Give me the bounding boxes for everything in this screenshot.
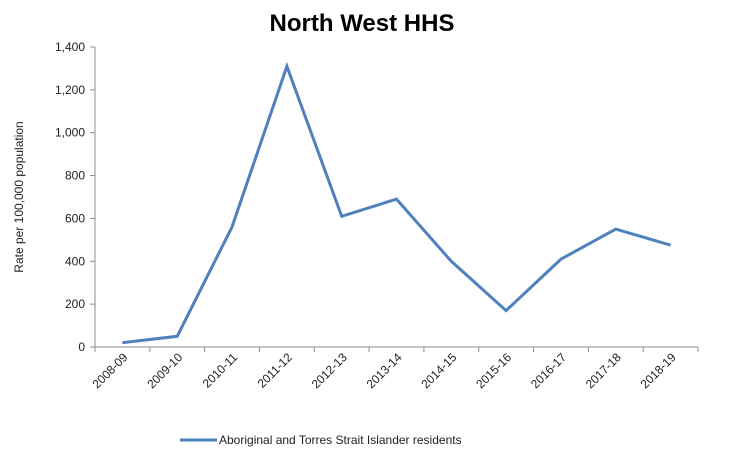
y-tick-label: 1,400 [55, 40, 85, 54]
legend: Aboriginal and Torres Strait Islander re… [180, 433, 462, 447]
y-tick-label: 200 [65, 297, 85, 311]
x-tick-label: 2014-15 [418, 350, 459, 391]
y-tick-label: 600 [65, 211, 85, 225]
x-tick-label: 2009-10 [144, 350, 185, 391]
y-tick-label: 800 [65, 169, 85, 183]
x-tick-label: 2017-18 [583, 350, 624, 391]
x-tick-label: 2011-12 [255, 350, 296, 391]
x-tick-label: 2018-19 [638, 350, 679, 391]
chart-title: North West HHS [270, 10, 455, 37]
series-group [122, 61, 672, 345]
y-tick-label: 0 [78, 340, 85, 354]
legend-label-series-1: Aboriginal and Torres Strait Islander re… [219, 433, 462, 447]
x-tick-label: 2008-09 [89, 350, 130, 391]
y-tick-label: 400 [65, 254, 85, 268]
y-axis-ticks: 0 200 400 600 800 1,000 1,200 1,400 [55, 40, 95, 354]
x-tick-label: 2016-17 [528, 350, 569, 391]
x-tick-label: 2013-14 [364, 350, 405, 391]
series-line-1 [122, 61, 672, 345]
x-tick-label: 2012-13 [309, 350, 350, 391]
y-axis-title: Rate per 100,000 population [12, 121, 26, 272]
y-tick-label: 1,000 [55, 126, 85, 140]
x-tick-label: 2010-11 [200, 350, 241, 391]
y-tick-label: 1,200 [55, 83, 85, 97]
x-tick-label: 2015-16 [473, 350, 514, 391]
x-axis-ticks: 2008-09 2009-10 2010-11 2011-12 2012-13 2013-… [89, 347, 699, 391]
